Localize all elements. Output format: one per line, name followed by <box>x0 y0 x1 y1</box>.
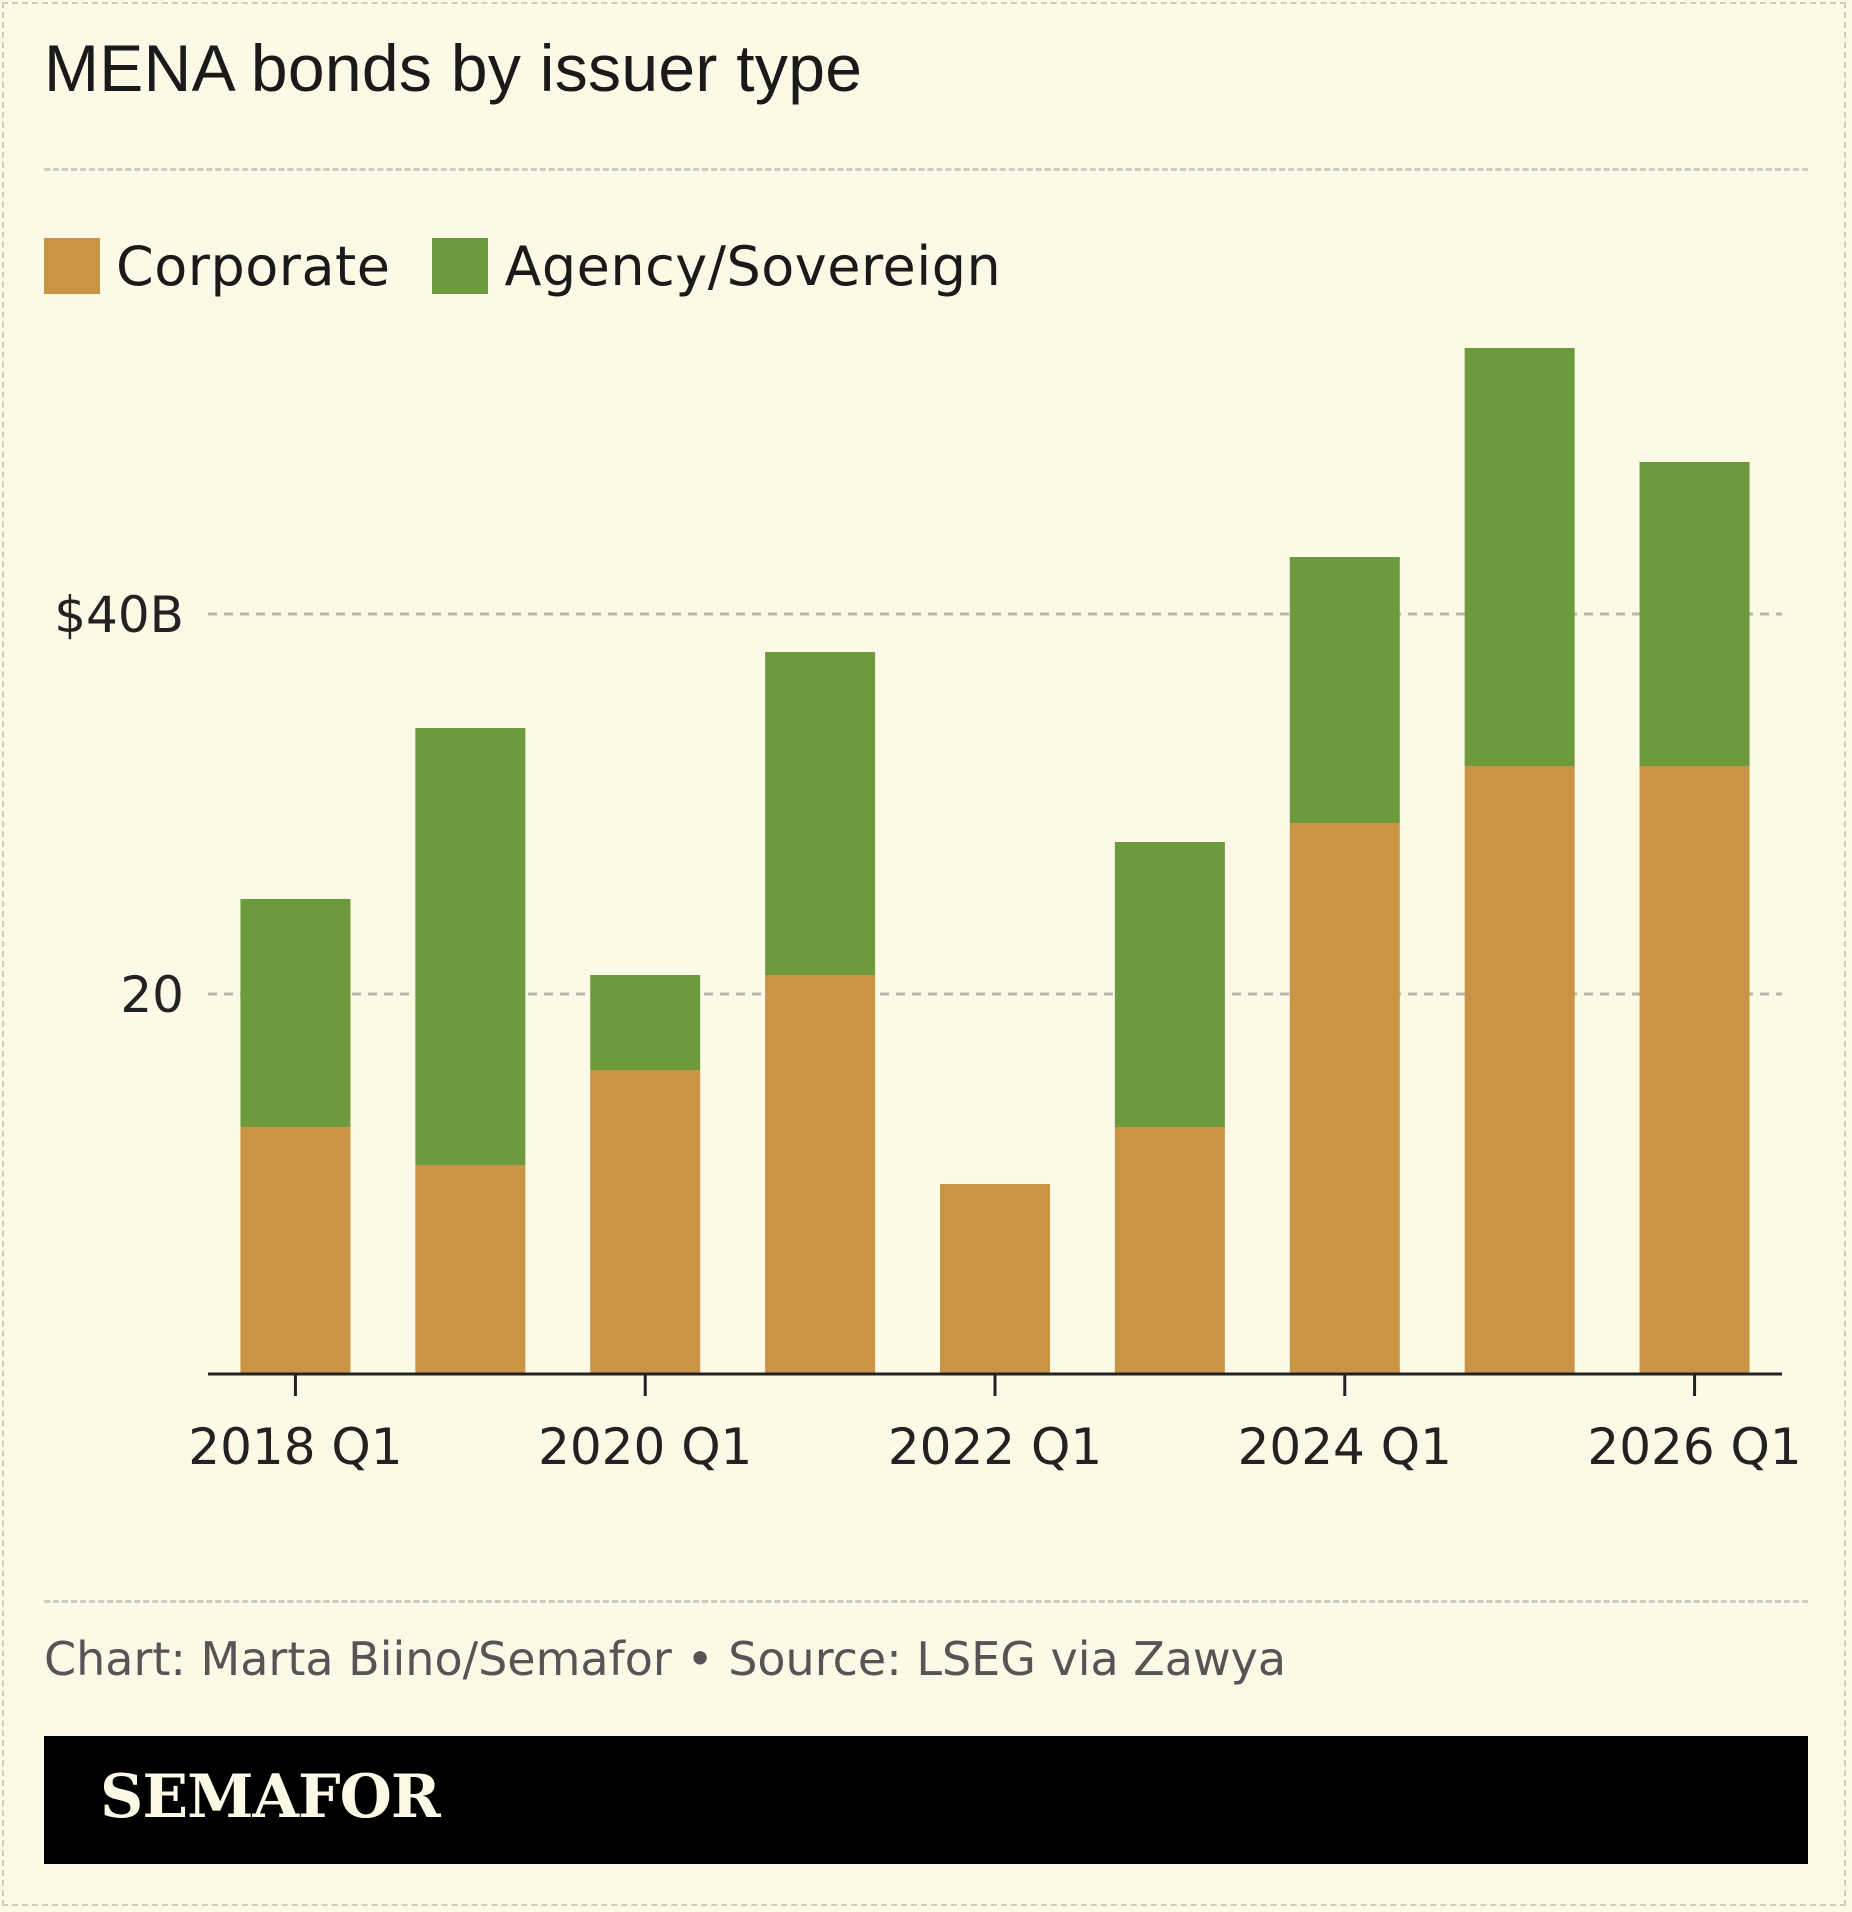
semafor-logo: SEMAFOR <box>100 1762 441 1832</box>
bar-agency-sovereign-2026-q1 <box>1639 462 1750 766</box>
legend-item-corporate: Corporate <box>44 235 390 298</box>
bar-agency-sovereign-2025-q1 <box>1464 348 1575 766</box>
legend-item-agency-sovereign: Agency/Sovereign <box>432 235 1001 298</box>
brand-bar: SEMAFOR <box>44 1736 1808 1864</box>
bar-agency-sovereign-2023-q1 <box>1114 842 1225 1127</box>
x-tick-label-2020-q1: 2020 Q1 <box>538 1418 752 1476</box>
bar-agency-sovereign-2024-q1 <box>1289 557 1400 823</box>
bar-agency-sovereign-2018-q1 <box>240 899 351 1127</box>
x-tick-label-2022-q1: 2022 Q1 <box>888 1418 1102 1476</box>
bar-corporate-2022-q1 <box>940 1184 1050 1374</box>
legend-swatch-agency-sovereign <box>432 238 489 294</box>
bar-agency-sovereign-2021-q1 <box>765 652 876 975</box>
chart-credit: Chart: Marta Biino/Semafor • Source: LSE… <box>44 1632 1287 1686</box>
bar-corporate-2021-q1 <box>765 975 876 1374</box>
footer-divider <box>44 1600 1808 1603</box>
x-tick-label-2024-q1: 2024 Q1 <box>1238 1418 1452 1476</box>
bar-corporate-2026-q1 <box>1639 766 1750 1374</box>
legend-swatch-corporate <box>44 238 100 294</box>
y-tick-label-bg-40 <box>40 580 190 644</box>
bar-corporate-2023-q1 <box>1114 1127 1225 1374</box>
y-tick-label-40: $40B <box>54 586 184 644</box>
x-tick-label-2018-q1: 2018 Q1 <box>188 1418 402 1476</box>
y-tick-label-20: 20 <box>120 966 184 1024</box>
bar-corporate-2020-q1 <box>590 1070 701 1374</box>
y-tick-label-bg-20 <box>40 960 190 1024</box>
bar-corporate-2019-q1 <box>415 1165 526 1374</box>
bar-agency-sovereign-2019-q1 <box>415 728 526 1165</box>
legend: Corporate Agency/Sovereign <box>44 235 1043 298</box>
bar-corporate-2018-q1 <box>240 1127 351 1374</box>
bar-corporate-2025-q1 <box>1464 766 1575 1374</box>
legend-label-agency-sovereign: Agency/Sovereign <box>504 234 1002 298</box>
legend-label-corporate: Corporate <box>116 234 391 298</box>
chart-title: MENA bonds by issuer type <box>44 31 863 105</box>
title-divider <box>44 168 1808 171</box>
bar-agency-sovereign-2020-q1 <box>590 975 701 1070</box>
x-tick-label-2026-q1: 2026 Q1 <box>1587 1418 1801 1476</box>
bar-chart: 20 $40B 2018 Q1 2020 Q1 2022 Q1 2024 Q1 2026 Q… <box>40 348 1802 1476</box>
bar-corporate-2024-q1 <box>1289 823 1400 1374</box>
